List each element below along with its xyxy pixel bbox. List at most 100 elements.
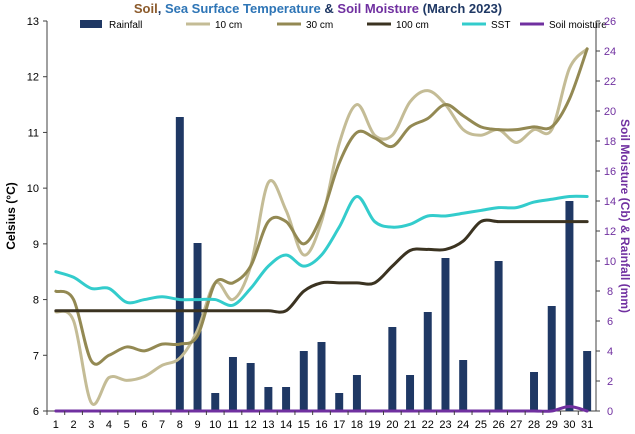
x-tick-label: 19: [369, 419, 381, 431]
left-tick-label: 9: [33, 239, 39, 251]
plot-area: [46, 21, 597, 413]
x-tick-label: 31: [581, 419, 593, 431]
x-tick-label: 21: [404, 419, 416, 431]
legend-label: SST: [491, 20, 510, 31]
series-line-30-cm: [54, 47, 589, 366]
rainfall-bar: [264, 387, 273, 411]
title-part: &: [321, 1, 338, 16]
x-tick-label: 11: [227, 419, 238, 431]
left-tick-label: 6: [33, 406, 39, 418]
x-tick-label: 18: [351, 419, 363, 431]
x-tick-label: 12: [245, 419, 257, 431]
left-tick-label: 10: [27, 183, 39, 195]
right-tick-label: 2: [607, 376, 613, 388]
rainfall-bar: [175, 117, 184, 411]
x-tick-label: 30: [563, 419, 575, 431]
legend-label: 10 cm: [215, 20, 242, 31]
right-tick-label: 26: [604, 16, 616, 28]
x-tick-label: 28: [528, 419, 540, 431]
x-tick-label: 6: [141, 419, 147, 431]
x-tick-label: 10: [209, 419, 221, 431]
x-tick-label: 3: [88, 419, 94, 431]
rainfall-bar: [565, 201, 574, 411]
x-tick-label: 8: [177, 419, 183, 431]
right-tick-label: 12: [604, 226, 616, 238]
right-tick-label: 24: [604, 46, 616, 58]
rainfall-bar: [423, 312, 432, 411]
rainfall-bar: [388, 327, 397, 411]
x-axis-ticks: 1 2 3 4 5 6 7 8 9 10 11 12 13 14 15 16 17 18 19 20 21 22 23 24 2…: [46, 411, 593, 431]
rainfall-bar: [352, 375, 361, 411]
left-tick-label: 11: [28, 127, 39, 139]
series-line-soil-moisture: [54, 405, 589, 413]
legend: Rainfall 10 cm 30 cm 100 cm SST Soil moisture: [80, 20, 607, 31]
x-tick-label: 4: [106, 419, 112, 431]
right-tick-label: 10: [604, 256, 616, 268]
rainfall-bar: [211, 393, 220, 411]
rainfall-bar: [441, 258, 450, 411]
x-tick-label: 23: [439, 419, 451, 431]
left-tick-label: 13: [27, 16, 39, 28]
rainfall-bar: [494, 261, 503, 411]
series-line-sst: [54, 194, 589, 307]
x-tick-label: 24: [457, 419, 469, 431]
right-tick-label: 20: [604, 106, 616, 118]
rainfall-bar: [317, 342, 326, 411]
right-tick-label: 22: [604, 76, 616, 88]
x-tick-label: 14: [280, 419, 292, 431]
left-tick-label: 8: [33, 295, 39, 307]
rainfall-bar: [547, 306, 556, 411]
rainfall-bar: [530, 372, 539, 411]
rainfall-bar: [583, 351, 592, 411]
x-tick-label: 29: [546, 419, 558, 431]
x-tick-label: 16: [315, 419, 327, 431]
rainfall-bar: [406, 375, 415, 411]
rainfall-bar: [335, 393, 344, 411]
title-part: Soil Moisture: [337, 1, 419, 16]
x-tick-label: 9: [194, 419, 200, 431]
left-axis-ticks: 6 7 8 9 10 11 12 13: [27, 16, 47, 418]
x-tick-label: 22: [422, 419, 434, 431]
chart-title: Soil, Sea Surface Temperature & Soil Moi…: [134, 1, 502, 16]
x-tick-label: 7: [159, 419, 165, 431]
x-tick-label: 15: [298, 419, 310, 431]
series-lines: [54, 47, 589, 413]
x-tick-label: 2: [71, 419, 77, 431]
legend-label: 30 cm: [306, 20, 333, 31]
x-tick-label: 26: [492, 419, 504, 431]
x-tick-label: 25: [475, 419, 487, 431]
right-tick-label: 0: [607, 406, 613, 418]
x-tick-label: 5: [124, 419, 130, 431]
right-tick-label: 8: [607, 286, 613, 298]
x-tick-label: 20: [386, 419, 398, 431]
rainfall-bar: [282, 387, 291, 411]
legend-label: 100 cm: [396, 20, 429, 31]
right-tick-label: 6: [607, 316, 613, 328]
rainfall-bar: [246, 363, 255, 411]
left-tick-label: 12: [27, 72, 39, 84]
rainfall-bar: [228, 357, 237, 411]
legend-label: Rainfall: [109, 20, 142, 31]
title-part: ,: [158, 1, 165, 16]
rainfall-bars: [175, 117, 592, 411]
title-part: Soil: [134, 1, 158, 16]
right-tick-label: 18: [604, 136, 616, 148]
series-line-100-cm: [54, 218, 589, 314]
left-axis-label: Celsius (°C): [4, 182, 18, 249]
x-tick-label: 13: [262, 419, 274, 431]
x-tick-label: 1: [53, 419, 59, 431]
right-axis-label: Soil Moisture (Cb) & Rainfall (mm): [618, 119, 632, 313]
x-tick-label: 27: [510, 419, 522, 431]
left-tick-label: 7: [33, 350, 39, 362]
right-tick-label: 14: [604, 196, 616, 208]
right-tick-label: 16: [604, 166, 616, 178]
title-part: (March 2023): [419, 1, 502, 16]
x-tick-label: 17: [333, 419, 345, 431]
right-tick-label: 4: [607, 346, 613, 358]
title-part: Sea Surface Temperature: [165, 1, 321, 16]
rainfall-bar: [299, 351, 308, 411]
legend-label: Soil moisture: [549, 20, 607, 31]
rainfall-bar: [459, 360, 468, 411]
